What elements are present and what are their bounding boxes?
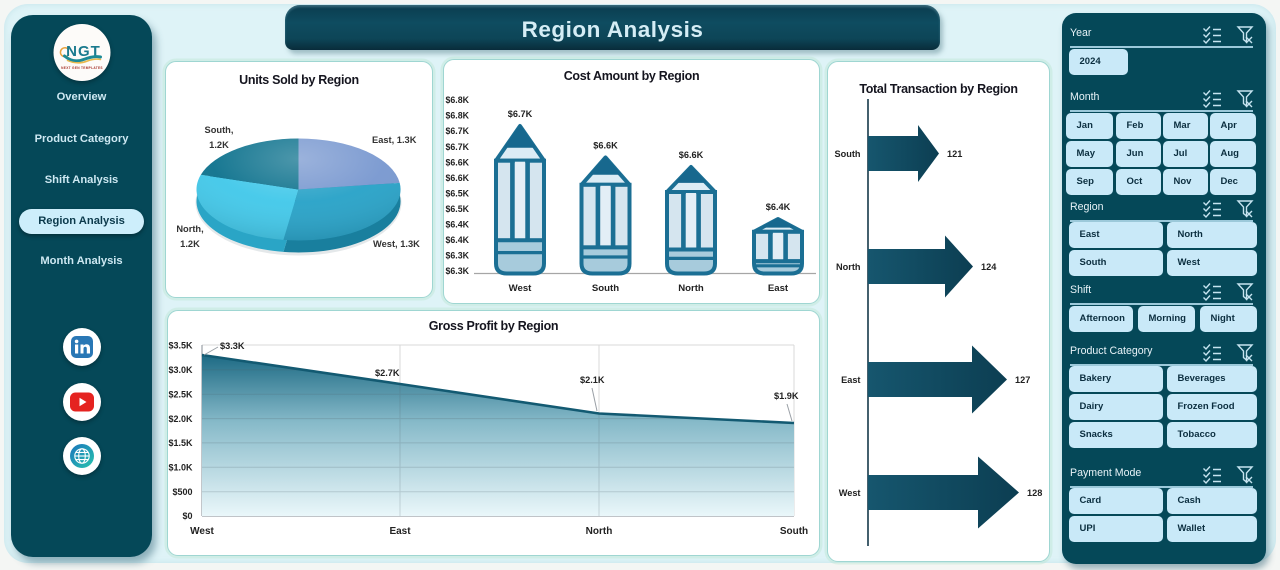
svg-text:$500: $500 [172,487,192,497]
svg-text:$6.6K: $6.6K [446,157,470,167]
svg-text:North: North [678,283,704,294]
svg-text:South: South [780,526,808,537]
svg-text:$2.7K: $2.7K [375,368,400,378]
svg-text:$6.4K: $6.4K [766,202,791,212]
svg-text:$0: $0 [182,511,192,521]
svg-text:South: South [834,149,860,159]
svg-text:North: North [586,526,613,537]
svg-text:128: 128 [1027,488,1042,498]
svg-text:South: South [592,283,619,294]
svg-text:$6.3K: $6.3K [446,266,470,276]
svg-text:West: West [839,488,861,498]
svg-text:$6.5K: $6.5K [446,204,470,214]
svg-text:East: East [841,375,860,385]
svg-text:$2.1K: $2.1K [580,375,605,385]
svg-text:$6.6K: $6.6K [446,173,470,183]
svg-text:$6.4K: $6.4K [446,220,470,230]
svg-text:$1.5K: $1.5K [168,438,193,448]
svg-text:$2.5K: $2.5K [168,389,193,399]
svg-text:$3.3K: $3.3K [220,341,245,351]
svg-text:North: North [836,262,861,272]
svg-text:$6.7K: $6.7K [446,126,470,136]
svg-text:$6.5K: $6.5K [446,188,470,198]
svg-text:$3.0K: $3.0K [168,365,193,375]
svg-text:$6.7K: $6.7K [446,142,470,152]
svg-text:$6.8K: $6.8K [446,95,470,105]
svg-text:East: East [768,283,789,294]
svg-text:$1.9K: $1.9K [774,391,799,401]
svg-text:124: 124 [981,262,997,272]
svg-text:$3.5K: $3.5K [168,341,193,351]
svg-text:127: 127 [1015,375,1030,385]
svg-text:$1.0K: $1.0K [168,463,193,473]
svg-text:$6.4K: $6.4K [446,235,470,245]
svg-text:$6.6K: $6.6K [593,141,618,151]
svg-text:$2.0K: $2.0K [168,414,193,424]
svg-text:East: East [389,526,411,537]
svg-text:West: West [190,526,214,537]
svg-text:121: 121 [947,149,962,159]
svg-text:$6.8K: $6.8K [446,111,470,121]
svg-text:$6.3K: $6.3K [446,251,470,261]
svg-text:$6.6K: $6.6K [679,150,704,160]
svg-text:West: West [509,283,533,294]
svg-text:$6.7K: $6.7K [508,109,533,119]
svg-text:NEXT GEN TEMPLATES: NEXT GEN TEMPLATES [61,66,103,70]
